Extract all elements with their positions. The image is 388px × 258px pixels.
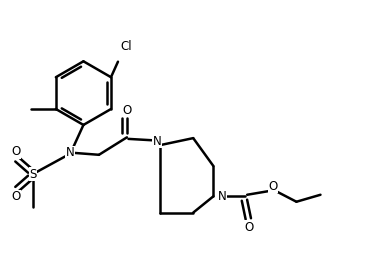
Text: O: O: [122, 104, 132, 117]
Text: N: N: [153, 135, 161, 148]
Text: O: O: [244, 221, 254, 234]
Text: O: O: [268, 180, 278, 193]
Text: Cl: Cl: [120, 40, 132, 53]
Text: N: N: [218, 190, 227, 203]
Text: S: S: [29, 168, 37, 181]
Text: O: O: [11, 145, 20, 158]
Text: O: O: [11, 190, 20, 203]
Text: N: N: [66, 146, 74, 159]
